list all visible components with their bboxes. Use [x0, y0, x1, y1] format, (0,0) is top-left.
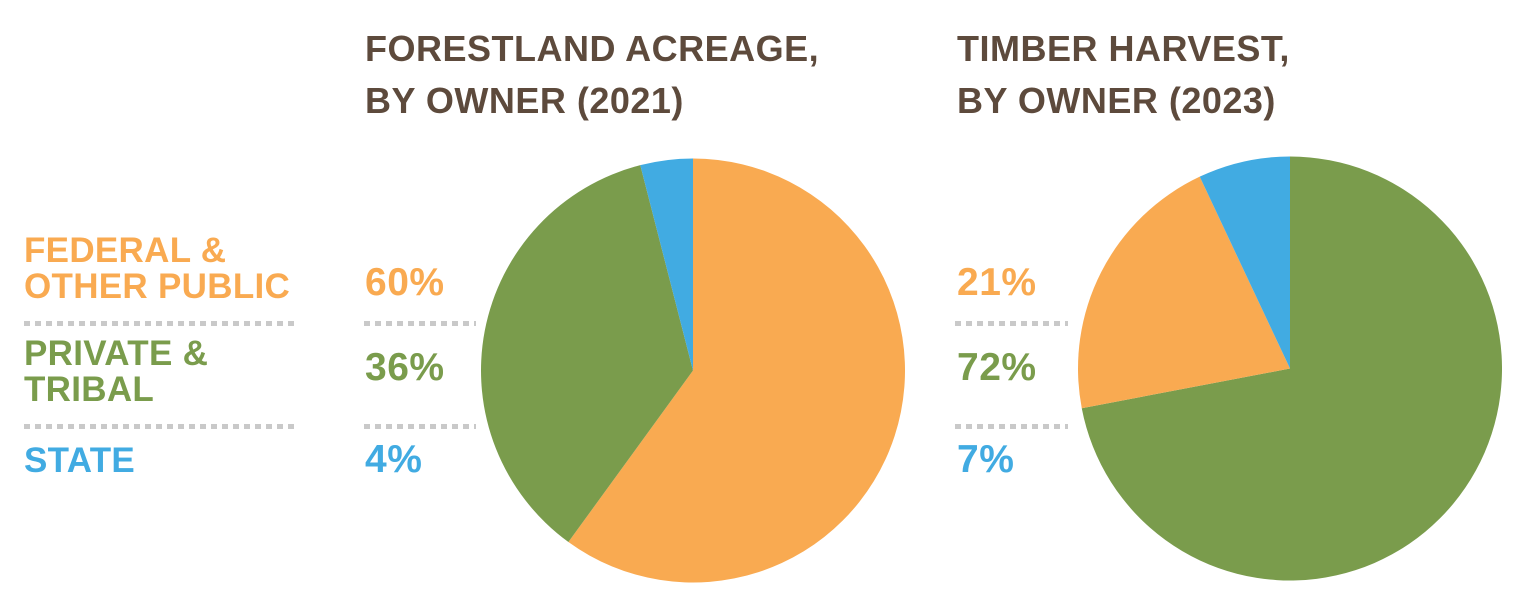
chart-title-line: TIMBER HARVEST, [957, 28, 1290, 69]
percent-value-state: 7% [957, 438, 1015, 481]
pie-slice-private-tribal [481, 165, 693, 543]
legend-item-state: STATE [24, 443, 135, 479]
percent-value-federal: 21% [957, 261, 1037, 304]
percent-value-private: 72% [957, 346, 1037, 389]
dashed-separator [24, 424, 297, 429]
chart-title-line: BY OWNER (2023) [957, 80, 1276, 121]
legend-label: FEDERAL & [24, 231, 227, 270]
pie-slice-federal-other-public [1078, 176, 1290, 409]
chart-title-line: FORESTLAND ACREAGE, [365, 28, 820, 69]
dashed-separator [364, 424, 476, 429]
legend-item-private-tribal: PRIVATE & TRIBAL [24, 336, 208, 408]
pie-chart-forestland-acreage [481, 158, 905, 583]
dashed-separator [955, 321, 1068, 326]
legend-label: STATE [24, 441, 136, 480]
legend-item-federal-other-public: FEDERAL & OTHER PUBLIC [24, 233, 290, 305]
percent-value-private: 36% [365, 346, 445, 389]
legend-label: PRIVATE & [24, 334, 209, 373]
legend-label: OTHER PUBLIC [24, 267, 291, 306]
pie-slice-state [1199, 156, 1290, 369]
pie-chart-timber-harvest [1078, 156, 1502, 581]
chart-title-timber-harvest: TIMBER HARVEST, BY OWNER (2023) [957, 23, 1290, 127]
percent-value-state: 4% [365, 438, 423, 481]
percent-value-federal: 60% [365, 261, 445, 304]
legend-label: TRIBAL [24, 370, 155, 409]
dashed-separator [364, 321, 476, 326]
pie-slice-federal-other-public [568, 158, 905, 583]
chart-title-forestland-acreage: FORESTLAND ACREAGE, BY OWNER (2021) [365, 23, 819, 127]
dashed-separator [24, 321, 297, 326]
pie-slice-state [640, 158, 693, 371]
dashed-separator [955, 424, 1068, 429]
chart-title-line: BY OWNER (2021) [365, 80, 684, 121]
pie-slice-private-tribal [1081, 156, 1502, 581]
